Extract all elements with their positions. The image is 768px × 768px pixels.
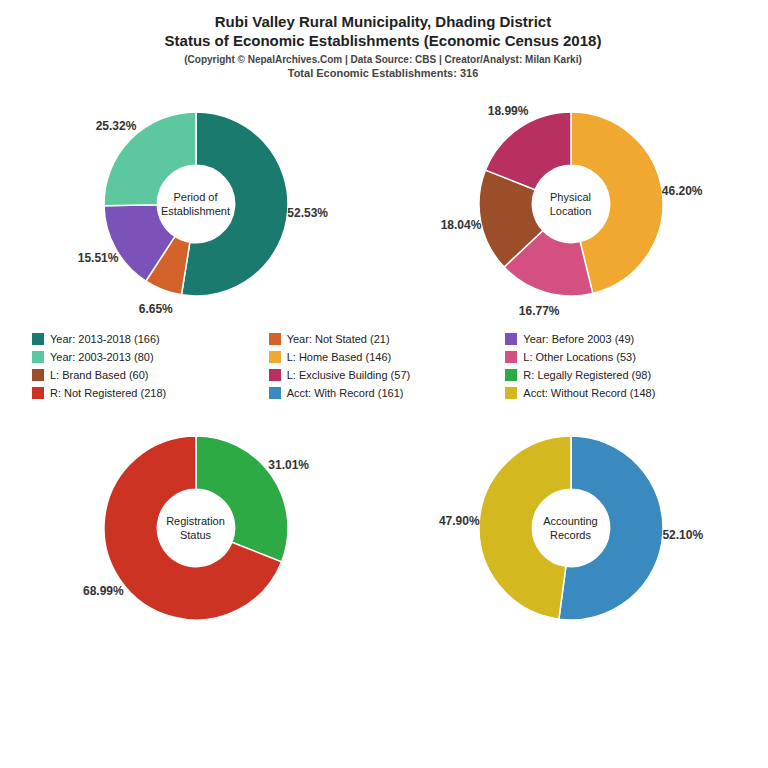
- html-text:Physical Location: Physical Location: [549, 190, 592, 217]
- html-text:Year: 2013-2018 (166): Year: 2013-2018 (166): [50, 333, 160, 345]
- svg-text:18.99%: 18.99%: [487, 104, 528, 118]
- html-text:Registration Status: Registration Status: [166, 514, 225, 541]
- html-text:Status of Economic Establishme: Status of Economic Establishments (Econo…: [164, 32, 602, 49]
- svg-text:47.90%: 47.90%: [438, 514, 479, 528]
- html-text:Year: 2003-2013 (80): Year: 2003-2013 (80): [50, 351, 154, 363]
- html-text:Rubi Valley Rural Municipality: Rubi Valley Rural Municipality, Dhading …: [214, 13, 552, 30]
- svg-text:25.32%: 25.32%: [95, 119, 136, 133]
- html-text:L: Other Locations (53): L: Other Locations (53): [523, 351, 636, 363]
- html-text:Acct: Without Record (148): Acct: Without Record (148): [523, 387, 656, 399]
- svg-text:31.01%: 31.01%: [268, 458, 309, 472]
- html-text:L: Home Based (146): L: Home Based (146): [286, 351, 392, 363]
- html-text:L: Brand Based (60): L: Brand Based (60): [50, 369, 149, 381]
- svg-text:18.04%: 18.04%: [440, 218, 481, 232]
- html-text:L: Exclusive Building (57): L: Exclusive Building (57): [286, 369, 411, 381]
- svg-text:46.20%: 46.20%: [661, 184, 702, 198]
- html-text:Period of Establishment: Period of Establishment: [161, 190, 230, 217]
- html-text:Year: Before 2003 (49): Year: Before 2003 (49): [523, 333, 635, 345]
- html-text:R: Legally Registered (98): R: Legally Registered (98): [523, 369, 652, 381]
- html-text:(Copyright © NepalArchives.Com: (Copyright © NepalArchives.Com | Data So…: [184, 54, 582, 65]
- svg-text:52.10%: 52.10%: [662, 528, 703, 542]
- svg-text:16.77%: 16.77%: [518, 304, 559, 318]
- html-text:Year: Not Stated (21): Year: Not Stated (21): [286, 333, 390, 345]
- svg-text:6.65%: 6.65%: [138, 302, 172, 316]
- html-text:Accounting Records: Accounting Records: [543, 514, 598, 541]
- svg-text:52.53%: 52.53%: [287, 206, 328, 220]
- html-text:Acct: With Record (161): Acct: With Record (161): [286, 387, 404, 399]
- svg-text:15.51%: 15.51%: [77, 251, 118, 265]
- html-text:R: Not Registered (218): R: Not Registered (218): [50, 387, 167, 399]
- svg-text:68.99%: 68.99%: [82, 584, 123, 598]
- html-text:Total Economic Establishments:: Total Economic Establishments: 316: [287, 67, 479, 79]
